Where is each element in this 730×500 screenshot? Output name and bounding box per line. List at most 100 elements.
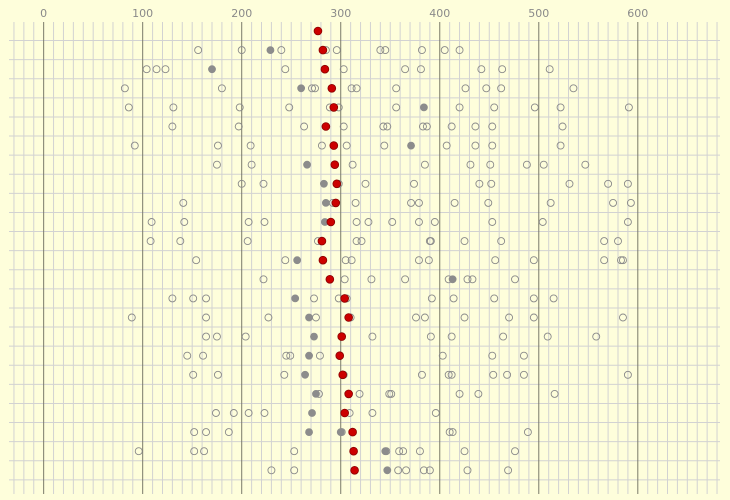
- open-marker: [190, 447, 199, 456]
- open-marker: [475, 179, 484, 188]
- open-marker: [407, 198, 415, 207]
- highlight-marker: [349, 446, 358, 456]
- open-marker: [290, 447, 299, 456]
- open-marker: [416, 65, 425, 74]
- open-marker: [342, 141, 351, 150]
- open-marker: [281, 256, 290, 265]
- open-marker: [234, 122, 243, 131]
- open-marker: [455, 46, 464, 55]
- open-marker: [426, 332, 435, 341]
- open-marker: [491, 256, 500, 265]
- open-marker: [381, 46, 390, 55]
- open-marker: [558, 122, 567, 131]
- open-marker: [623, 179, 632, 188]
- highlight-marker: [326, 217, 336, 227]
- open-marker: [617, 256, 625, 265]
- grid-lines: [9, 22, 720, 494]
- filled-marker: [321, 198, 330, 207]
- open-marker: [387, 389, 396, 398]
- open-marker: [488, 351, 497, 360]
- open-marker: [368, 409, 377, 417]
- open-marker: [146, 237, 155, 246]
- open-marker: [317, 141, 326, 150]
- open-marker: [311, 84, 319, 93]
- open-marker: [401, 275, 410, 284]
- open-marker: [529, 256, 538, 265]
- open-marker: [519, 370, 528, 379]
- open-marker: [190, 428, 199, 437]
- open-marker: [213, 370, 222, 379]
- open-marker: [352, 84, 361, 93]
- open-marker: [490, 103, 499, 112]
- highlight-marker: [313, 26, 323, 36]
- open-marker: [511, 275, 519, 284]
- open-marker: [417, 46, 426, 55]
- open-marker: [394, 466, 403, 475]
- open-marker: [286, 351, 295, 360]
- highlight-marker: [329, 103, 339, 112]
- open-marker: [352, 237, 361, 246]
- open-marker: [488, 218, 497, 226]
- open-marker: [519, 351, 528, 360]
- data-row: [130, 141, 565, 150]
- open-marker: [474, 389, 483, 398]
- open-marker: [202, 428, 211, 437]
- data-row: [120, 84, 578, 93]
- highlight-marker: [332, 179, 342, 189]
- open-marker: [259, 179, 268, 188]
- open-marker: [285, 103, 294, 112]
- x-tick-label: 0: [40, 7, 47, 20]
- open-marker: [498, 65, 507, 74]
- open-marker: [241, 332, 250, 341]
- open-marker: [189, 370, 198, 379]
- open-marker: [332, 46, 341, 55]
- filled-marker: [303, 160, 311, 169]
- open-marker: [341, 256, 350, 265]
- filled-marker: [208, 65, 216, 74]
- open-marker: [355, 389, 364, 398]
- open-marker: [202, 313, 211, 322]
- data-row: [124, 103, 633, 112]
- open-marker: [168, 122, 177, 131]
- open-marker: [192, 256, 201, 265]
- open-marker: [383, 122, 392, 131]
- highlight-marker: [320, 64, 330, 74]
- open-marker: [169, 103, 178, 112]
- open-marker: [416, 447, 424, 456]
- x-axis-tick-labels: 0 100 200 300 400 500 600: [40, 7, 648, 20]
- data-row: [192, 255, 627, 265]
- open-marker: [340, 275, 349, 284]
- open-marker: [623, 218, 632, 226]
- open-marker: [348, 160, 357, 169]
- open-marker: [626, 198, 635, 207]
- open-marker: [339, 65, 348, 74]
- open-marker: [410, 179, 418, 188]
- filled-marker: [312, 389, 320, 398]
- open-marker: [310, 294, 318, 303]
- open-marker: [438, 351, 447, 360]
- open-marker: [449, 294, 458, 303]
- data-row: [168, 294, 558, 303]
- open-marker: [392, 84, 401, 93]
- open-marker: [529, 294, 538, 303]
- open-marker: [619, 256, 627, 265]
- filled-marker: [297, 84, 306, 93]
- data-row: [147, 217, 632, 227]
- filled-marker: [291, 294, 300, 303]
- highlight-marker: [344, 313, 353, 322]
- x-tick-label: 200: [231, 7, 252, 20]
- open-marker: [367, 275, 376, 284]
- open-marker: [246, 141, 255, 150]
- open-marker: [529, 313, 538, 322]
- open-marker: [427, 294, 436, 303]
- open-marker: [183, 351, 192, 360]
- open-marker: [463, 466, 472, 475]
- open-marker: [556, 141, 565, 150]
- open-marker: [237, 179, 246, 188]
- open-marker: [415, 256, 423, 265]
- open-marker: [530, 103, 539, 112]
- open-marker: [471, 122, 480, 131]
- open-marker: [152, 65, 161, 74]
- open-marker: [415, 198, 423, 207]
